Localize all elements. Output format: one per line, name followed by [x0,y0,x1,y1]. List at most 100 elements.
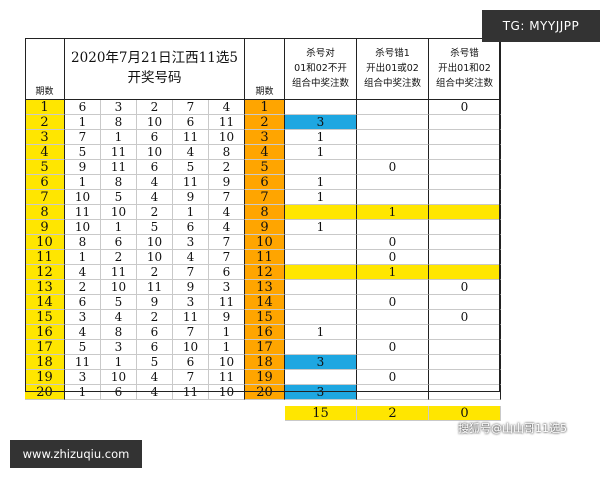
draw-number: 4 [209,205,245,220]
draw-number: 6 [101,235,137,250]
draw-number: 11 [101,265,137,280]
period-number: 18 [25,355,65,370]
period-number-right: 7 [245,190,285,205]
period-number-right: 19 [245,370,285,385]
draw-number: 1 [101,220,137,235]
draw-number: 10 [137,235,173,250]
period-number-right: 11 [245,250,285,265]
period-number-right: 5 [245,160,285,175]
draw-number: 8 [209,145,245,160]
draw-number: 9 [137,295,173,310]
draw-number: 11 [173,130,209,145]
draw-number: 4 [101,310,137,325]
draw-number: 11 [173,175,209,190]
draw-number: 7 [173,100,209,115]
count-kill-wrong [429,130,501,145]
draw-number: 11 [173,310,209,325]
draw-number: 10 [137,115,173,130]
draw-number: 5 [173,160,209,175]
count-kill-wrong-1 [357,355,429,370]
draw-number: 6 [137,325,173,340]
draw-number: 6 [173,355,209,370]
table-row: 9 10 1 5 6 4 9 1 [25,220,501,235]
draw-number: 2 [65,280,101,295]
draw-number: 6 [137,340,173,355]
count-kill-wrong [429,295,501,310]
draw-number: 1 [101,130,137,145]
count-kill-wrong-1: 1 [357,205,429,220]
period-number: 15 [25,310,65,325]
table-row: 16 4 8 6 7 1 16 1 [25,325,501,340]
draw-number: 11 [173,385,209,400]
draw-number: 4 [137,190,173,205]
draw-number: 10 [65,190,101,205]
draw-number: 11 [209,115,245,130]
draw-number: 10 [209,385,245,400]
draw-number: 8 [101,115,137,130]
draw-number: 6 [65,100,101,115]
table-row: 14 6 5 9 3 11 14 0 [25,295,501,310]
period-number: 16 [25,325,65,340]
draw-number: 10 [173,340,209,355]
draw-number: 4 [173,250,209,265]
count-kill-correct [285,280,357,295]
count-kill-wrong-1 [357,280,429,295]
draw-number: 10 [209,130,245,145]
period-number-right: 17 [245,340,285,355]
count-kill-correct [285,340,357,355]
col-header-kill-wrong: 杀号错 开出01和02 组合中奖注数 [429,38,501,100]
count-kill-correct [285,100,357,115]
sheet-title: 2020年7月21日江西11选5 开奖号码 [65,38,245,100]
period-number: 20 [25,385,65,400]
count-kill-wrong [429,205,501,220]
count-kill-wrong-1: 0 [357,295,429,310]
period-number: 13 [25,280,65,295]
draw-number: 6 [101,385,137,400]
count-kill-wrong-1 [357,190,429,205]
table-row: 12 4 11 2 7 6 12 1 [25,265,501,280]
count-kill-wrong-1 [357,175,429,190]
period-number-right: 4 [245,145,285,160]
count-kill-wrong [429,145,501,160]
table-row: 17 5 3 6 10 1 17 0 [25,340,501,355]
draw-number: 5 [65,340,101,355]
period-number-right: 18 [245,355,285,370]
title-line-2: 开奖号码 [127,70,182,86]
count-kill-correct [285,160,357,175]
draw-number: 6 [65,295,101,310]
draw-number: 9 [65,160,101,175]
draw-number: 7 [173,370,209,385]
table-row: 2 1 8 10 6 11 2 3 [25,115,501,130]
count-kill-correct [285,250,357,265]
draw-number: 3 [173,295,209,310]
draw-number: 1 [209,325,245,340]
period-number-right: 12 [245,265,285,280]
period-number-right: 8 [245,205,285,220]
count-kill-wrong [429,250,501,265]
period-number-right: 16 [245,325,285,340]
period-number: 4 [25,145,65,160]
draw-number: 6 [173,115,209,130]
count-kill-wrong [429,175,501,190]
count-kill-wrong-1: 0 [357,250,429,265]
draw-number: 4 [137,175,173,190]
period-number: 11 [25,250,65,265]
draw-number: 1 [101,355,137,370]
draw-number: 8 [101,325,137,340]
draw-number: 2 [137,205,173,220]
count-kill-wrong [429,115,501,130]
draw-number: 7 [173,265,209,280]
total-kill-wrong: 0 [429,406,501,421]
draw-number: 9 [173,190,209,205]
table-row: 15 3 4 2 11 9 15 0 [25,310,501,325]
period-number-right: 2 [245,115,285,130]
count-kill-wrong-1 [357,385,429,400]
table-row: 3 7 1 6 11 10 3 1 [25,130,501,145]
draw-number: 9 [209,175,245,190]
count-kill-wrong-1: 0 [357,160,429,175]
draw-number: 5 [137,220,173,235]
draw-number: 1 [65,385,101,400]
draw-number: 11 [65,205,101,220]
totals-row: 15 2 0 [25,406,501,421]
count-kill-wrong [429,190,501,205]
